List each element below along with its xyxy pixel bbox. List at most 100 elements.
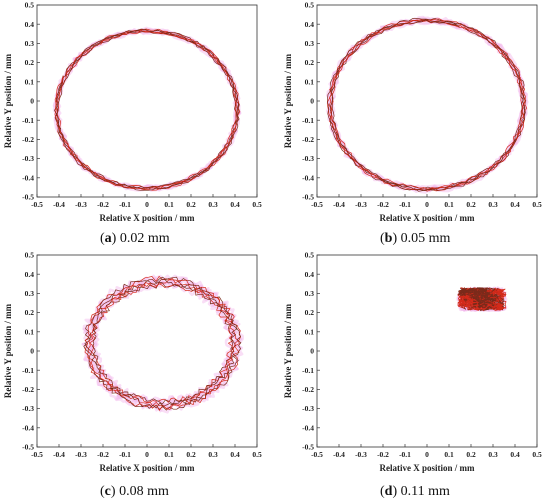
trajectory-line bbox=[54, 30, 237, 191]
y-tick-label: 0.4 bbox=[25, 20, 35, 29]
caption-d-letter: d bbox=[384, 484, 393, 499]
x-tick-label: 0.1 bbox=[444, 200, 454, 209]
y-tick-label: 0.1 bbox=[25, 77, 35, 86]
x-tick-label: 0.3 bbox=[208, 450, 218, 459]
x-tick-label: 0.4 bbox=[510, 200, 520, 209]
trajectory-line bbox=[88, 282, 241, 411]
y-axis-label: Relative Y position / mm bbox=[283, 53, 293, 148]
x-axis-label: Relative X position / mm bbox=[380, 213, 475, 223]
chart-svg-b: -0.5 -0.4 -0.3 -0.2 -0.1 0 0.1 0.2 0.3 0.4 0.5 -0.5… bbox=[283, 1, 542, 223]
x-tick-label: 0.3 bbox=[208, 200, 218, 209]
x-tick-label: -0.5 bbox=[311, 200, 323, 209]
x-tick-label: 0.3 bbox=[488, 450, 498, 459]
caption-a-value: 0.02 mm bbox=[119, 231, 170, 246]
y-tick-label: -0.4 bbox=[302, 423, 314, 432]
y-tick-label: 0.3 bbox=[25, 39, 35, 48]
x-tick-label: -0.1 bbox=[119, 450, 131, 459]
x-tick-label: 0.1 bbox=[164, 200, 174, 209]
x-tick-label: -0.4 bbox=[333, 200, 345, 209]
y-tick-label: -0.1 bbox=[302, 116, 314, 125]
x-tick-label: 0.5 bbox=[252, 450, 262, 459]
trajectory-line bbox=[54, 30, 237, 190]
caption-d-value: 0.11 mm bbox=[400, 484, 450, 499]
chart-panel-b: -0.5 -0.4 -0.3 -0.2 -0.1 0 0.1 0.2 0.3 0.4 0.5 -0.5… bbox=[280, 0, 550, 232]
y-tick-label: 0.2 bbox=[305, 308, 315, 317]
y-tick-label: -0.1 bbox=[302, 366, 314, 375]
y-tick-label: 0.5 bbox=[25, 251, 35, 260]
y-tick-label: 0.1 bbox=[305, 327, 315, 336]
y-tick-label: 0.4 bbox=[25, 270, 35, 279]
chart-panel-c: -0.5 -0.4 -0.3 -0.2 -0.1 0 0.1 0.2 0.3 0.4 0.5 -0.5… bbox=[0, 250, 270, 482]
x-tick-label: 0.4 bbox=[510, 450, 520, 459]
y-tick-label: -0.5 bbox=[302, 193, 314, 202]
x-tick-label: 0.5 bbox=[252, 200, 262, 209]
y-tick-label: 0.1 bbox=[25, 327, 35, 336]
x-tick-label: 0.1 bbox=[164, 450, 174, 459]
x-tick-label: -0.5 bbox=[31, 200, 43, 209]
chart-svg-d: -0.5 -0.4 -0.3 -0.2 -0.1 0 0.1 0.2 0.3 0.4 0.5 -0.5… bbox=[283, 251, 542, 473]
x-axis-label: Relative X position / mm bbox=[380, 463, 475, 473]
trajectory-glow bbox=[89, 278, 244, 413]
x-tick-label: -0.2 bbox=[97, 200, 109, 209]
x-tick-label: 0.1 bbox=[444, 450, 454, 459]
y-tick-label: 0.3 bbox=[305, 39, 315, 48]
x-tick-label: -0.4 bbox=[53, 200, 65, 209]
y-tick-label: -0.5 bbox=[22, 443, 34, 452]
trajectory-line bbox=[457, 287, 505, 311]
x-tick-label: -0.2 bbox=[377, 450, 389, 459]
y-tick-label: 0 bbox=[30, 97, 34, 106]
y-tick-label: -0.3 bbox=[22, 154, 34, 163]
x-tick-label: 0.2 bbox=[466, 200, 476, 209]
trajectory-line bbox=[57, 30, 241, 190]
plot-frame bbox=[36, 4, 258, 198]
y-tick-label: -0.2 bbox=[302, 385, 314, 394]
x-tick-label: 0.2 bbox=[466, 450, 476, 459]
y-tick-label: 0.4 bbox=[305, 270, 315, 279]
y-tick-label: 0 bbox=[310, 347, 314, 356]
trajectory-line bbox=[330, 19, 528, 190]
y-axis-label: Relative Y position / mm bbox=[3, 53, 13, 148]
trajectory-line bbox=[457, 287, 496, 307]
x-tick-label: 0.4 bbox=[230, 450, 240, 459]
y-tick-label: 0.2 bbox=[25, 58, 35, 67]
x-tick-label: -0.1 bbox=[399, 450, 411, 459]
caption-c-letter: c bbox=[104, 484, 111, 499]
caption-c: (c) 0.08 mm bbox=[100, 484, 169, 499]
x-tick-label: 0 bbox=[145, 450, 149, 459]
y-tick-label: -0.2 bbox=[302, 135, 314, 144]
trajectory-glow bbox=[81, 278, 239, 412]
y-tick-label: -0.2 bbox=[22, 135, 34, 144]
x-tick-label: 0.3 bbox=[488, 200, 498, 209]
y-tick-label: -0.5 bbox=[22, 193, 34, 202]
x-tick-label: 0.2 bbox=[186, 450, 196, 459]
caption-d: (d) 0.11 mm bbox=[380, 484, 450, 499]
y-tick-label: 0.2 bbox=[25, 308, 35, 317]
caption-a-letter: a bbox=[104, 231, 112, 246]
y-tick-label: 0.2 bbox=[305, 58, 315, 67]
chart-svg-c: -0.5 -0.4 -0.3 -0.2 -0.1 0 0.1 0.2 0.3 0.4 0.5 -0.5… bbox=[3, 251, 262, 473]
x-tick-label: -0.2 bbox=[97, 450, 109, 459]
y-tick-label: 0.5 bbox=[305, 251, 315, 260]
y-tick-label: -0.4 bbox=[22, 423, 34, 432]
x-tick-label: -0.2 bbox=[377, 200, 389, 209]
trajectory-line bbox=[83, 276, 235, 405]
x-tick-label: 0.4 bbox=[230, 200, 240, 209]
y-tick-label: 0.3 bbox=[305, 289, 315, 298]
trajectory-series bbox=[325, 15, 529, 194]
trajectory-series bbox=[81, 274, 244, 414]
trajectory-line bbox=[84, 278, 234, 409]
plot-frame bbox=[316, 254, 538, 448]
trajectory-series bbox=[456, 286, 508, 312]
y-tick-label: 0.5 bbox=[305, 1, 315, 10]
y-axis-label: Relative Y position / mm bbox=[3, 303, 13, 398]
x-tick-label: -0.3 bbox=[75, 450, 87, 459]
trajectory-line bbox=[327, 18, 524, 190]
y-tick-label: 0.1 bbox=[305, 77, 315, 86]
chart-panel-d: -0.5 -0.4 -0.3 -0.2 -0.1 0 0.1 0.2 0.3 0.4 0.5 -0.5… bbox=[280, 250, 550, 482]
y-tick-label: -0.4 bbox=[22, 173, 34, 182]
chart-panel-a: -0.5 -0.4 -0.3 -0.2 -0.1 0 0.1 0.2 0.3 0.4 0.5 -0.5… bbox=[0, 0, 270, 232]
caption-b: (b) 0.05 mm bbox=[380, 231, 451, 246]
x-axis-label: Relative X position / mm bbox=[100, 463, 195, 473]
y-tick-label: -0.3 bbox=[302, 404, 314, 413]
caption-b-value: 0.05 mm bbox=[400, 231, 451, 246]
